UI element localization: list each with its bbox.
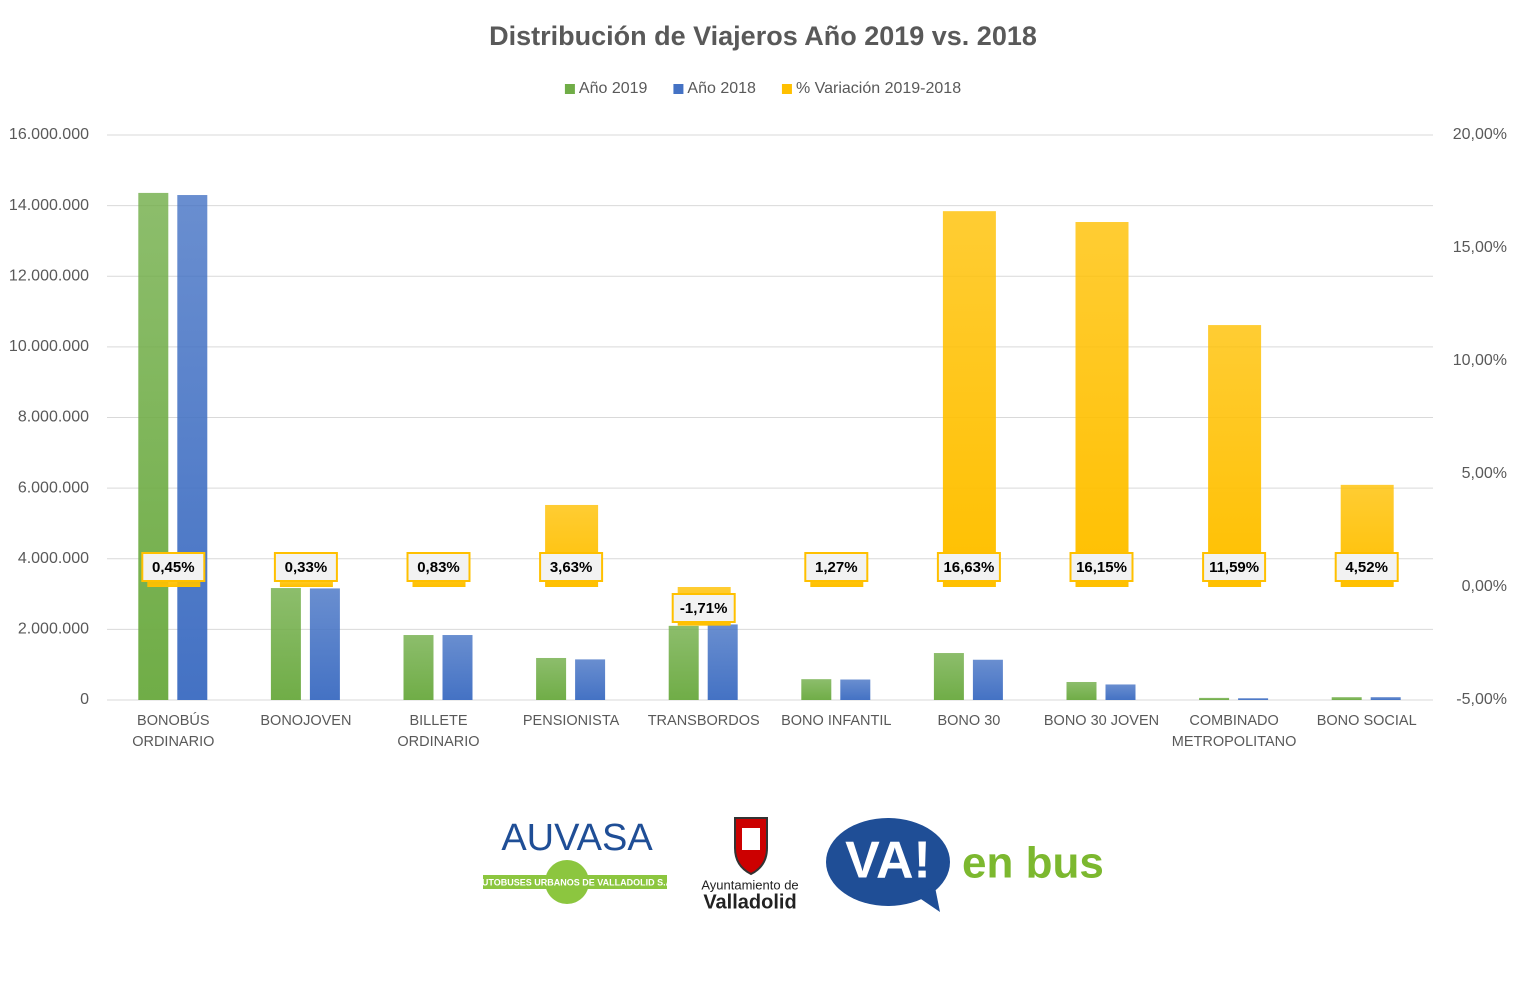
bar (536, 657, 567, 700)
legend-swatch (781, 84, 792, 94)
y-tick-label: 6.000.000 (18, 479, 89, 496)
x-tick-label: COMBINADO (1189, 713, 1278, 729)
bar (309, 588, 340, 700)
data-label-box (1334, 552, 1399, 582)
y2-tick-label: 20,00% (1453, 126, 1507, 143)
x-tick-label: ORDINARIO (397, 734, 479, 750)
y-tick-label: 10.000.000 (9, 338, 89, 355)
data-label: 16,15% (1076, 559, 1127, 576)
y-tick-label: 16.000.000 (9, 126, 89, 143)
data-label: 0,33% (285, 559, 328, 576)
x-tick-label: METROPOLITANO (1172, 734, 1297, 750)
data-label-box (1069, 552, 1134, 582)
x-tick-label: BONOBÚS (137, 712, 210, 729)
bar (1370, 697, 1401, 700)
data-label: 1,27% (815, 559, 858, 576)
bar (1105, 684, 1136, 700)
logo-ayto-1: Ayuntamiento de (701, 877, 798, 892)
data-label: 11,59% (1209, 559, 1259, 576)
logo-va-tail (915, 887, 940, 912)
bar (279, 579, 333, 587)
logo-ayto-2: Valladolid (703, 891, 796, 913)
bar (270, 588, 301, 700)
x-tick-label: BONO 30 (937, 713, 1000, 729)
legend-swatch (564, 84, 575, 94)
bar (1331, 697, 1362, 700)
bar (138, 192, 169, 700)
legend-label: Año 2019 (579, 80, 648, 97)
data-label: 4,52% (1345, 559, 1388, 576)
x-tick-label: BONO INFANTIL (781, 713, 891, 729)
logo-va-bubble (826, 818, 950, 906)
legend-label: Año 2018 (687, 80, 756, 97)
bar (1208, 325, 1262, 587)
x-tick-label: BONO SOCIAL (1317, 713, 1417, 729)
y2-tick-label: 5,00% (1462, 465, 1507, 482)
data-label-box (539, 552, 604, 582)
data-label: 3,63% (550, 559, 593, 576)
data-label-box (1202, 552, 1267, 582)
data-label-box (671, 593, 736, 623)
bar (801, 679, 832, 700)
x-tick-label: ORDINARIO (132, 734, 214, 750)
bar (575, 659, 606, 700)
bar (972, 659, 1003, 700)
data-label-box (804, 552, 869, 582)
logos: AUVASA AUTOBUSES URBANOS DE VALLADOLID S… (475, 817, 1104, 913)
x-tick-label: TRANSBORDOS (648, 713, 760, 729)
plot: 0 2.000.000 4.000.000 6.000.000 8.000.000 10.… (9, 126, 1507, 750)
data-label: -1,71% (680, 600, 728, 617)
y-tick-label: 0 (80, 691, 89, 708)
data-label-box (273, 552, 338, 582)
logo-auvasa-sub: AUTOBUSES URBANOS DE VALLADOLID S.A. (475, 877, 674, 887)
chart-title: Distribución de Viajeros Año 2019 vs. 20… (489, 21, 1037, 51)
bar (668, 625, 699, 700)
y-tick-label: 2.000.000 (18, 621, 89, 638)
y2-tick-label: 0,00% (1462, 578, 1507, 595)
logo-auvasa: AUVASA (501, 817, 653, 859)
bar (1199, 697, 1230, 700)
y-tick-label: 14.000.000 (9, 197, 89, 214)
bar (1075, 222, 1129, 587)
y-tick-label: 4.000.000 (18, 550, 89, 567)
y2-tick-label: 15,00% (1453, 239, 1507, 256)
data-label-box (141, 552, 206, 582)
logo-enbus: en bus (962, 839, 1104, 888)
y2-tick-label: 10,00% (1453, 352, 1507, 369)
x-tick-label: BILLETE (409, 713, 467, 729)
y-tick-label: 12.000.000 (9, 267, 89, 284)
data-label-box (936, 552, 1001, 582)
legend-label: % Variación 2019-2018 (796, 80, 961, 97)
data-label: 16,63% (943, 559, 994, 576)
logo-band (483, 875, 667, 889)
legend: Año 2019 Año 2018 % Variación 2019-2018 (564, 80, 961, 97)
y-tick-label: 8.000.000 (18, 409, 89, 426)
logo-shield-inner (742, 828, 760, 850)
logo-va: VA! (845, 832, 931, 890)
bar (442, 635, 473, 700)
bar (1238, 698, 1269, 700)
bar (1066, 681, 1097, 700)
legend-swatch (673, 84, 684, 94)
data-label: 0,83% (417, 559, 460, 576)
bar (707, 624, 738, 700)
x-tick-label: BONOJOVEN (260, 713, 351, 729)
bar (942, 211, 996, 588)
data-label-box (406, 552, 471, 582)
bar (933, 653, 964, 700)
bar (403, 635, 434, 700)
data-label: 0,45% (152, 559, 195, 576)
x-tick-label: PENSIONISTA (523, 713, 620, 729)
bar (840, 679, 871, 700)
bar (177, 195, 208, 700)
y2-tick-label: -5,00% (1456, 691, 1507, 708)
x-tick-label: BONO 30 JOVEN (1044, 713, 1159, 729)
